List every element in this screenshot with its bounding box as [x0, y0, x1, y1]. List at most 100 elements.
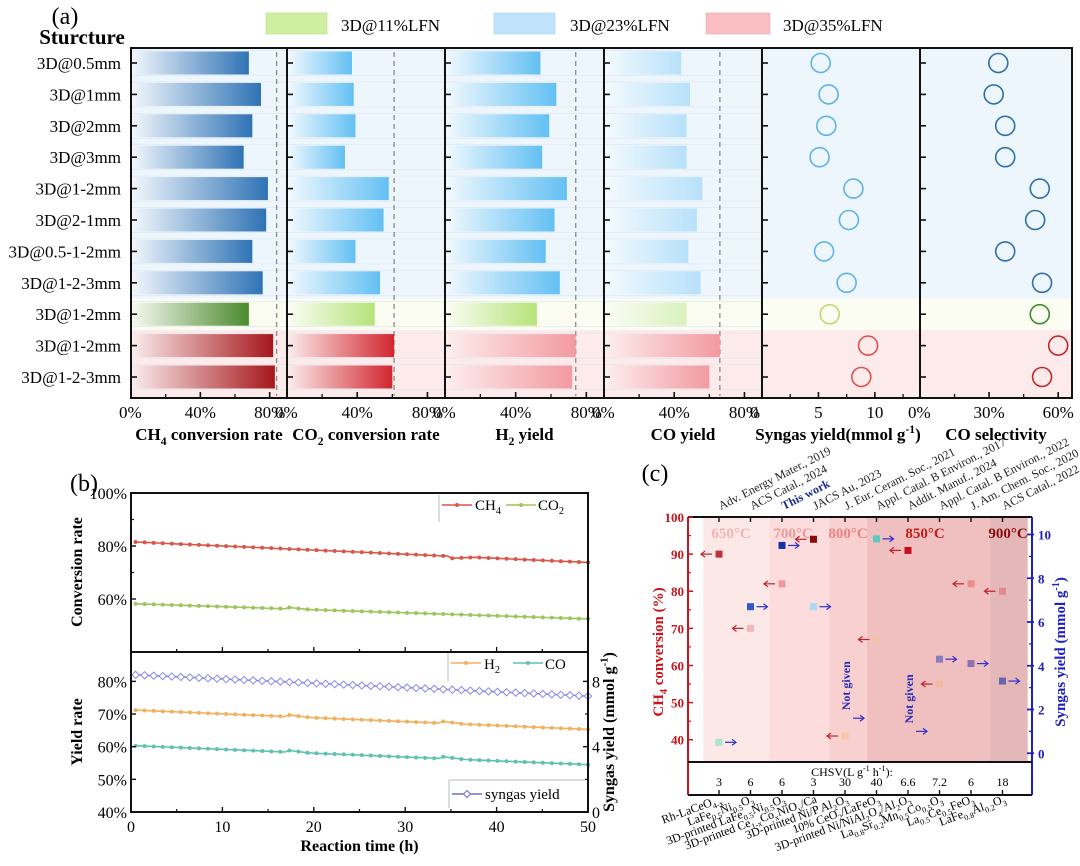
- data-point: [441, 754, 446, 759]
- data-point: [468, 612, 473, 617]
- legend-item-23: 3D@23%LFN: [493, 12, 670, 35]
- data-point: [558, 726, 563, 731]
- legend-label-co2: CO2: [538, 498, 564, 517]
- data-point: [287, 546, 292, 551]
- data-point: [432, 553, 437, 558]
- syngas-marker: [778, 541, 786, 549]
- syngas-point: [747, 603, 769, 611]
- x-axis-title: Reaction time (h): [300, 838, 418, 855]
- row-label: 3D@2mm: [50, 117, 121, 136]
- arrow-left-head: [983, 587, 989, 595]
- x-tick-label: 0: [127, 819, 135, 836]
- data-point: [504, 614, 509, 619]
- data-point: [377, 609, 382, 614]
- data-point: [332, 716, 337, 721]
- point-3D@0.5mm: [988, 52, 1009, 74]
- data-point: [384, 682, 394, 692]
- catalyst-label-part: 3: [907, 799, 914, 809]
- data-point: [386, 610, 391, 615]
- catalyst-label-part: Co: [905, 800, 923, 818]
- data-point: [395, 610, 400, 615]
- x-axis-title-part: CO selectivity: [945, 425, 1047, 444]
- catalyst-label-part: x: [773, 813, 780, 823]
- catalyst-label-part: La: [839, 824, 856, 842]
- y-right-tick-label: 4: [1038, 659, 1045, 674]
- data-point: [576, 560, 581, 565]
- bar-3D@1-2mm: [132, 177, 268, 201]
- row-label: 3D@1-2mm: [35, 337, 121, 356]
- y-right-tick-label: 8: [1038, 571, 1045, 586]
- data-point: [187, 745, 192, 750]
- x-tick-label: 80%: [254, 403, 285, 422]
- catalyst-label: LaFe0.8Al0.2O3: [937, 792, 1008, 831]
- y-tick-label: 80%: [98, 674, 127, 691]
- data-point: [432, 720, 437, 725]
- x-axis-title-part: CO yield: [651, 425, 716, 444]
- not-given-label: Not given: [839, 661, 853, 710]
- subplot-frame: [919, 47, 1073, 399]
- legend-label-h2: H2: [484, 657, 500, 676]
- data-point: [450, 612, 455, 617]
- data-point: [224, 711, 229, 716]
- data-point: [169, 709, 174, 714]
- y2-tick-label: 0: [592, 805, 600, 822]
- syngas-point: Not given: [839, 661, 865, 722]
- x-axis-title: CH4 conversion rate: [135, 425, 283, 448]
- catalyst-label-part: 0.5: [898, 811, 911, 823]
- catalyst-label-part: 2: [837, 813, 844, 823]
- data-point: [556, 690, 566, 700]
- data-point: [414, 611, 419, 616]
- bar-3D@2-1mm: [605, 208, 698, 232]
- catalyst-label-part: Al: [970, 799, 987, 816]
- data-point: [486, 758, 491, 763]
- chsv-value: 3: [716, 775, 722, 789]
- data-point: [205, 711, 210, 716]
- data-point: [330, 679, 339, 689]
- data-point: [414, 552, 419, 557]
- syngas-point: [967, 660, 989, 668]
- data-point: [287, 748, 292, 753]
- data-point: [441, 719, 446, 724]
- data-point: [574, 691, 584, 700]
- data-point: [513, 614, 518, 619]
- data-point: [420, 684, 430, 693]
- syngas-marker: [967, 660, 975, 668]
- chsv-label-part: -1: [863, 764, 870, 773]
- data-point: [269, 546, 274, 551]
- arrow-right-head: [922, 727, 928, 735]
- bar-3D@1-2mm: [446, 302, 537, 326]
- catalyst-label-part: 3: [1001, 799, 1008, 809]
- data-point: [285, 677, 294, 687]
- data-point: [567, 726, 572, 731]
- data-point: [194, 673, 204, 683]
- catalyst-label-part: 3: [970, 799, 977, 809]
- arrow-left-head: [763, 580, 769, 588]
- arrow-right-head: [731, 738, 737, 746]
- legend-swatch-35: [705, 12, 771, 35]
- data-point: [377, 718, 382, 723]
- data-point: [368, 550, 373, 555]
- catalyst-label-part: 0.2: [873, 820, 886, 832]
- legend-label-ch4-part: CH: [475, 498, 496, 514]
- bar-3D@1-2-3mm: [446, 271, 560, 295]
- ch4-point: [952, 580, 975, 588]
- legend-marker-co2: [519, 503, 523, 507]
- x-tick-label: 40%: [342, 403, 373, 422]
- bar-3D@2-1mm: [446, 208, 555, 232]
- data-point: [486, 613, 491, 618]
- data-point: [513, 557, 518, 562]
- legend-item-11: 3D@11%LFN: [265, 12, 440, 35]
- point-3D@1-2-3mm: [1031, 366, 1053, 388]
- data-point: [296, 547, 301, 552]
- data-point: [142, 744, 147, 749]
- data-point: [242, 712, 247, 717]
- bar-3D@1mm: [132, 82, 261, 106]
- bar-3D@1mm: [605, 82, 691, 106]
- x-tick-label: 5: [814, 403, 823, 422]
- x-axis-title-part: 2: [318, 435, 324, 448]
- data-point: [348, 680, 358, 690]
- ch4-marker: [841, 732, 849, 740]
- arrow-right-head: [794, 541, 800, 549]
- group-band-23pct: [762, 48, 920, 299]
- bar-3D@3mm: [132, 145, 244, 169]
